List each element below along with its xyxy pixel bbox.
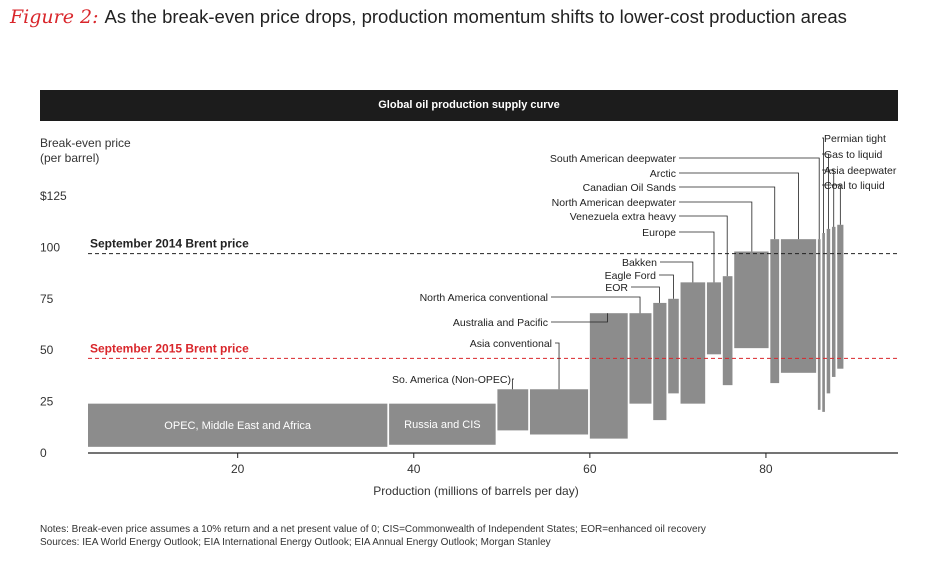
bar-arctic — [780, 239, 817, 373]
figure-heading: As the break-even price drops, productio… — [104, 6, 847, 27]
callout-connector — [631, 286, 660, 303]
x-tick-label: 80 — [759, 462, 773, 476]
bar-canadian-oil-sands — [770, 239, 780, 384]
callout-label: Eagle Ford — [605, 270, 657, 282]
callout-label: North America conventional — [420, 292, 548, 304]
callout-connector — [679, 231, 715, 283]
bar-opec-middle-east-and-africa — [88, 403, 388, 447]
callout-label: North American deepwater — [552, 197, 677, 209]
bar-gas-to-liquid — [826, 228, 831, 394]
bar-australia-and-pacific — [589, 313, 628, 439]
bar-north-america-conventional — [629, 313, 652, 404]
callout-connector — [822, 153, 829, 229]
callout-label: EOR — [605, 282, 628, 294]
callout-label: South American deepwater — [550, 153, 677, 165]
bar-asia-deepwater — [831, 226, 836, 377]
bar-north-american-deepwater — [734, 251, 769, 349]
y-axis-title-line2: (per barrel) — [40, 151, 99, 165]
notes-line: Notes: Break-even price assumes a 10% re… — [40, 524, 706, 535]
y-tick-label: $125 — [40, 189, 67, 203]
sources-line: Sources: IEA World Energy Outlook; EIA I… — [40, 537, 551, 548]
bar-label-inside: Russia and CIS — [404, 419, 480, 431]
callout-connector — [679, 186, 776, 240]
callout-connector — [660, 261, 694, 283]
bar-europe — [706, 282, 722, 355]
callout-connector — [822, 137, 825, 234]
bar-russia-and-cis — [389, 403, 496, 445]
bar-eor — [653, 302, 667, 421]
y-tick-label: 50 — [40, 343, 54, 357]
chart-notes: Notes: Break-even price assumes a 10% re… — [40, 523, 706, 549]
x-tick-label: 20 — [231, 462, 245, 476]
callout-connector — [551, 313, 608, 323]
y-tick-label: 75 — [40, 292, 54, 306]
callout-connector — [679, 157, 820, 240]
callout-label: Coal to liquid — [824, 180, 885, 192]
callout-connector — [659, 274, 674, 299]
y-tick-label: 25 — [40, 395, 54, 409]
callout-connector — [822, 169, 835, 227]
callout-label: Bakken — [622, 257, 657, 269]
callout-label: Venezuela extra heavy — [570, 211, 677, 223]
callout-label: Gas to liquid — [824, 149, 883, 161]
bar-asia-conventional — [529, 389, 589, 435]
figure-title: Figure 2: As the break-even price drops, … — [10, 6, 847, 28]
chart-title-banner: Global oil production supply curve — [40, 90, 898, 121]
bar-permian-tight — [822, 233, 825, 412]
callout-label: Europe — [642, 227, 676, 239]
callout-connector — [679, 172, 799, 240]
callout-label: Canadian Oil Sands — [583, 182, 676, 194]
callout-label: Asia deepwater — [824, 165, 897, 177]
callout-connector — [679, 201, 753, 252]
bar-coal-to-liquid — [837, 224, 844, 369]
bar-so-america-non-opec- — [497, 389, 529, 431]
bar-venezuela-extra-heavy — [722, 276, 733, 386]
x-tick-label: 40 — [407, 462, 421, 476]
x-tick-label: 60 — [583, 462, 597, 476]
callout-label: Arctic — [650, 168, 676, 180]
callout-connector — [555, 342, 560, 390]
callout-label: Australia and Pacific — [453, 317, 548, 329]
callout-connector — [551, 296, 641, 314]
callout-label: Asia conventional — [470, 338, 552, 350]
callout-connector — [511, 378, 514, 390]
callout-connector — [822, 184, 841, 225]
x-axis-title: Production (millions of barrels per day) — [373, 484, 578, 498]
callout-label: Permian tight — [824, 133, 886, 145]
callout-connector — [679, 215, 728, 277]
y-axis-title-line1: Break-even price — [40, 136, 131, 150]
reference-label-2015: September 2015 Brent price — [90, 341, 249, 355]
bar-eagle-ford — [668, 298, 679, 394]
y-tick-label: 100 — [40, 240, 60, 254]
figure-label: Figure 2: — [10, 6, 99, 28]
bar-label-inside: OPEC, Middle East and Africa — [164, 420, 312, 432]
bar-bakken — [680, 282, 706, 404]
reference-label-2014: September 2014 Brent price — [90, 237, 249, 251]
callout-label: So. America (Non-OPEC) — [392, 374, 511, 386]
y-tick-label: 0 — [40, 446, 47, 460]
bar-south-american-deepwater — [817, 239, 821, 410]
